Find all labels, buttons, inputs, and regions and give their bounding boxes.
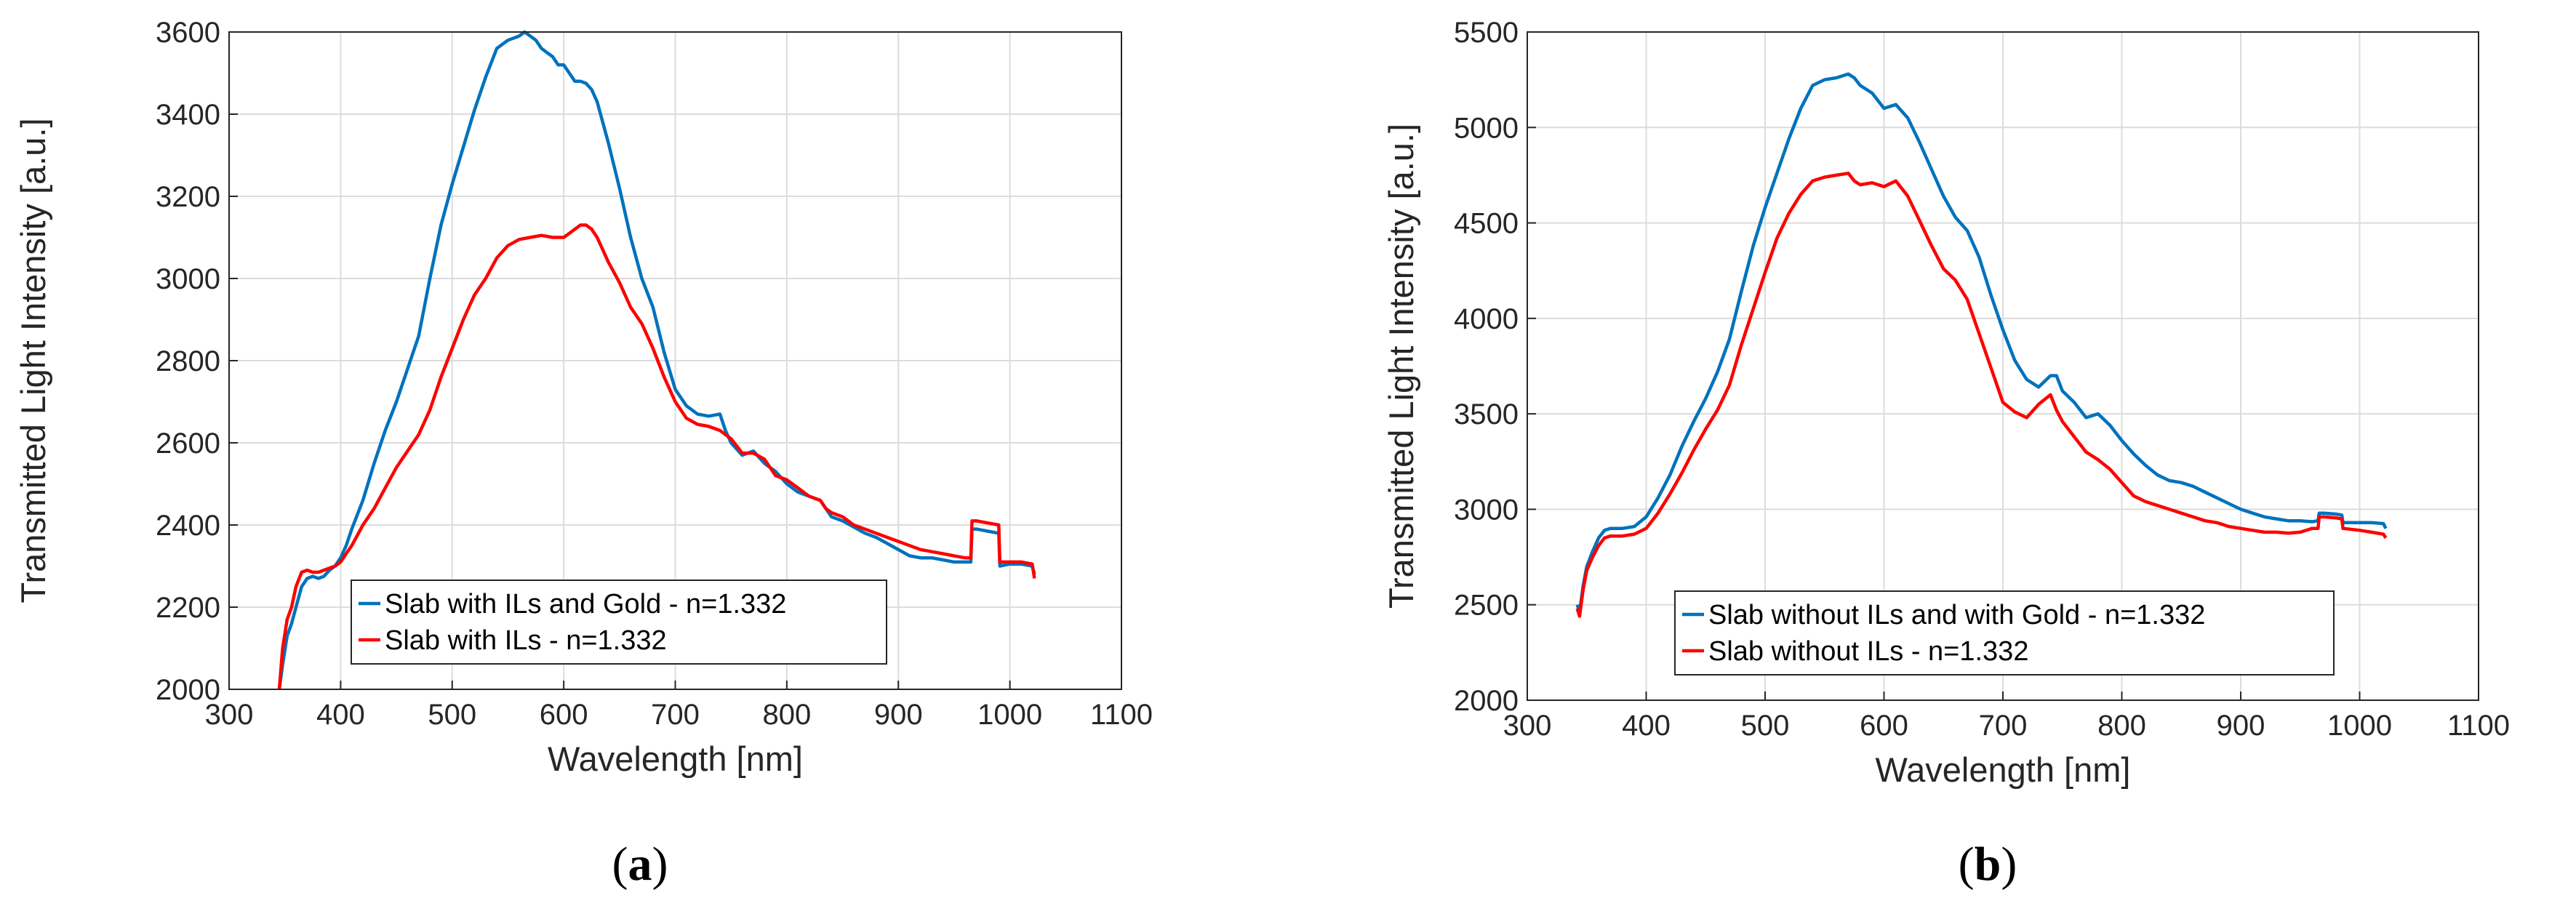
- series-line-2: [1575, 172, 2388, 618]
- y-tick-label: 2800: [156, 345, 220, 377]
- y-tick-label: 3400: [156, 99, 220, 131]
- x-tick-label: 1000: [2327, 710, 2392, 742]
- legend-label-2: Slab without ILs - n=1.332: [1708, 636, 2028, 667]
- legend: Slab with ILs and Gold - n=1.332 Slab wit…: [351, 580, 887, 665]
- panel-label-letter: b: [1975, 838, 2001, 891]
- x-tick-label: 500: [428, 699, 476, 731]
- chart-panel-b: 300 400 500 600 700 800 900 1000 1100 2000 2500 300…: [1382, 17, 2510, 891]
- panel-label-open: (: [1959, 838, 1975, 891]
- chart-panel-a: 300 400 500 600 700 800 900 1000 1100 2000 2200 240…: [14, 17, 1153, 891]
- x-tick-label: 1100: [1090, 699, 1153, 731]
- x-tick-label: 800: [763, 699, 812, 731]
- x-axis-label: Wavelength [nm]: [1876, 750, 2131, 789]
- y-tick-label: 5500: [1454, 17, 1519, 49]
- y-tick-label: 3500: [1454, 398, 1519, 430]
- series-line-1: [1575, 72, 2388, 614]
- y-tick-label: 2600: [156, 428, 220, 460]
- x-tick-label: 300: [1503, 710, 1552, 742]
- legend-box: [1674, 590, 2335, 676]
- x-tick-label: 600: [540, 699, 588, 731]
- panel-label-open: (: [612, 838, 628, 891]
- x-tick-label: 800: [2097, 710, 2146, 742]
- y-tick-label: 2200: [156, 592, 220, 624]
- series-line-2: [277, 223, 1036, 690]
- y-tick-label: 2000: [156, 674, 220, 706]
- x-tick-label: 500: [1741, 710, 1790, 742]
- x-tick-label: 900: [2217, 710, 2265, 742]
- y-tick-label: 3600: [156, 17, 220, 49]
- x-tick-label: 600: [1860, 710, 1908, 742]
- x-tick-label: 700: [1979, 710, 2028, 742]
- y-tick-label: 2400: [156, 510, 220, 542]
- panel-label: (a): [612, 838, 668, 891]
- y-tick-label: 2500: [1454, 590, 1519, 622]
- panel-label: (b): [1959, 838, 2017, 891]
- x-tick-label: 900: [874, 699, 923, 731]
- y-axis-label: Transmitted Light Intensity [a.u.]: [14, 118, 52, 603]
- x-tick-label: 300: [205, 699, 254, 731]
- x-axis-label: Wavelength [nm]: [548, 739, 803, 778]
- y-tick-label: 3200: [156, 181, 220, 213]
- y-tick-label: 4500: [1454, 208, 1519, 240]
- y-axis-label: Transmitted Light Intensity [a.u.]: [1382, 124, 1420, 609]
- y-tick-label: 3000: [1454, 494, 1519, 526]
- panel-label-letter: a: [628, 838, 652, 891]
- x-tick-label: 1000: [977, 699, 1042, 731]
- y-tick-label: 5000: [1454, 112, 1519, 144]
- legend-label-2: Slab with ILs - n=1.332: [385, 625, 667, 656]
- y-tick-label: 3000: [156, 263, 220, 295]
- series-line-1: [277, 30, 1036, 690]
- x-tick-label: 400: [1622, 710, 1671, 742]
- y-tick-label: 2000: [1454, 685, 1519, 717]
- y-tick-label: 4000: [1454, 303, 1519, 335]
- panel-label-close: ): [2001, 838, 2017, 891]
- legend: Slab without ILs and with Gold - n=1.332…: [1674, 590, 2335, 676]
- x-tick-label: 700: [651, 699, 700, 731]
- x-tick-label: 1100: [2447, 710, 2510, 742]
- panel-label-close: ): [652, 838, 668, 891]
- legend-label-1: Slab without ILs and with Gold - n=1.332: [1708, 600, 2205, 630]
- legend-label-1: Slab with ILs and Gold - n=1.332: [385, 589, 786, 620]
- x-tick-label: 400: [316, 699, 365, 731]
- legend-box: [351, 580, 887, 665]
